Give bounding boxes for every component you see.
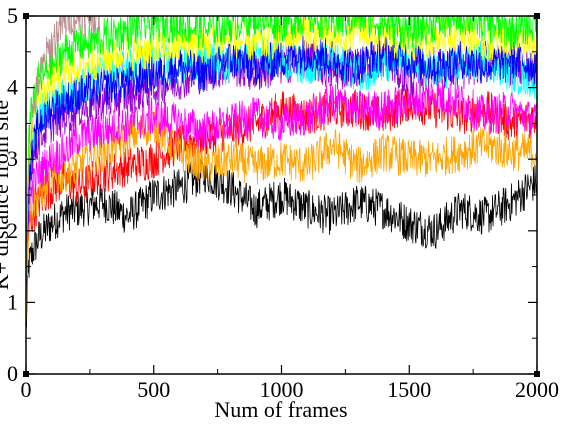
series-line-1 xyxy=(26,156,537,328)
y-axis-label: K+ distance from site xyxy=(0,100,13,290)
y-tick-label: 1 xyxy=(7,289,18,314)
x-tick-label: 2000 xyxy=(515,377,559,402)
selection-handle[interactable] xyxy=(534,371,540,377)
y-tick-label: 2 xyxy=(7,218,18,243)
tick-label-layer: 0 500 1000 1500 2000 0 1 2 3 4 5 xyxy=(7,3,559,402)
selection-handle[interactable] xyxy=(534,13,540,19)
series-line-3 xyxy=(26,105,537,327)
series-layer xyxy=(26,16,537,328)
x-tick-label: 0 xyxy=(21,377,32,402)
y-tick-label: 0 xyxy=(7,361,18,386)
y-tick-label: 5 xyxy=(7,3,18,28)
selection-handle[interactable] xyxy=(23,13,29,19)
x-tick-label: 1000 xyxy=(260,377,304,402)
x-tick-label: 1500 xyxy=(387,377,431,402)
series-line-4 xyxy=(26,79,537,303)
series-line-5 xyxy=(26,40,537,290)
series-line-10 xyxy=(26,16,101,307)
x-axis-label: Num of frames xyxy=(214,397,347,422)
y-tick-label: 4 xyxy=(7,75,18,100)
y-tick-label: 3 xyxy=(7,146,18,171)
x-tick-label: 500 xyxy=(137,377,170,402)
selection-handle[interactable] xyxy=(23,371,29,377)
tick-layer xyxy=(23,13,540,377)
